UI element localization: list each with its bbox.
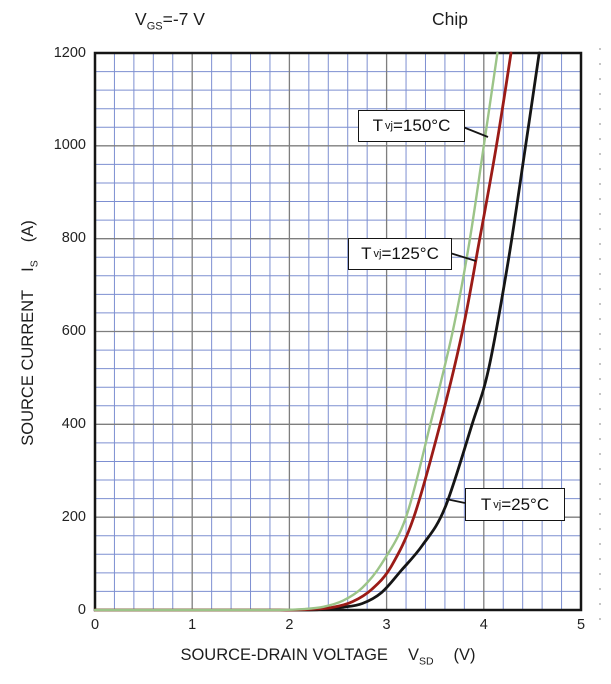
x-tick-label: 0 xyxy=(90,617,100,633)
x-axis-unit: (V) xyxy=(453,646,476,664)
condition-symbol-subscript: GS xyxy=(146,20,163,33)
chip-label: Chip xyxy=(432,9,468,29)
x-tick-label: 1 xyxy=(188,617,197,633)
y-tick-label: 400 xyxy=(61,415,86,432)
callout-value: =25°C xyxy=(501,494,550,514)
page-margin-dotted-line xyxy=(599,48,601,632)
callout-subscript: vj xyxy=(493,498,502,511)
x-axis-symbol-subscript: SD xyxy=(418,655,434,668)
callout-subscript: vj xyxy=(373,248,382,260)
callout-leader-line xyxy=(445,498,466,504)
y-tick-label: 200 xyxy=(61,508,86,525)
x-tick-label: 5 xyxy=(576,617,586,633)
condition-symbol: V xyxy=(135,9,147,29)
y-tick-label: 1000 xyxy=(53,137,86,154)
y-axis-symbol-subscript: S xyxy=(28,260,41,268)
plot-border xyxy=(93,51,583,612)
x-axis-title: SOURCE-DRAIN VOLTAGE VSD (V) xyxy=(85,646,571,667)
condition-value: =-7 V xyxy=(162,9,205,29)
x-axis-title-text: SOURCE-DRAIN VOLTAGE xyxy=(180,646,388,664)
callout-subscript: vj xyxy=(385,120,393,132)
gate-voltage-condition-label: VGS=-7 V xyxy=(135,9,205,33)
callout-prefix: T xyxy=(480,494,492,514)
x-tick-label: 4 xyxy=(479,617,488,633)
y-axis-symbol: IS xyxy=(19,260,41,272)
callout-value: =125°C xyxy=(381,244,439,263)
y-tick-label: 1200 xyxy=(53,44,86,61)
y-tick-label: 600 xyxy=(61,323,86,339)
y-tick-label: 800 xyxy=(61,230,86,247)
callout-leader-line xyxy=(449,252,477,262)
callout-prefix: T xyxy=(361,244,372,263)
curve-Tvj=150C xyxy=(94,51,499,612)
curves-group xyxy=(94,51,541,612)
y-tick-label: 0 xyxy=(77,601,86,618)
callout-prefix: T xyxy=(372,116,384,135)
x-tick-label: 3 xyxy=(382,617,391,633)
callout-leader-line xyxy=(462,126,489,138)
callout-value: =150°C xyxy=(392,116,451,135)
x-tick-label: 2 xyxy=(285,617,294,633)
x-axis-symbol: VSD xyxy=(407,646,434,668)
grid-major xyxy=(95,53,581,610)
